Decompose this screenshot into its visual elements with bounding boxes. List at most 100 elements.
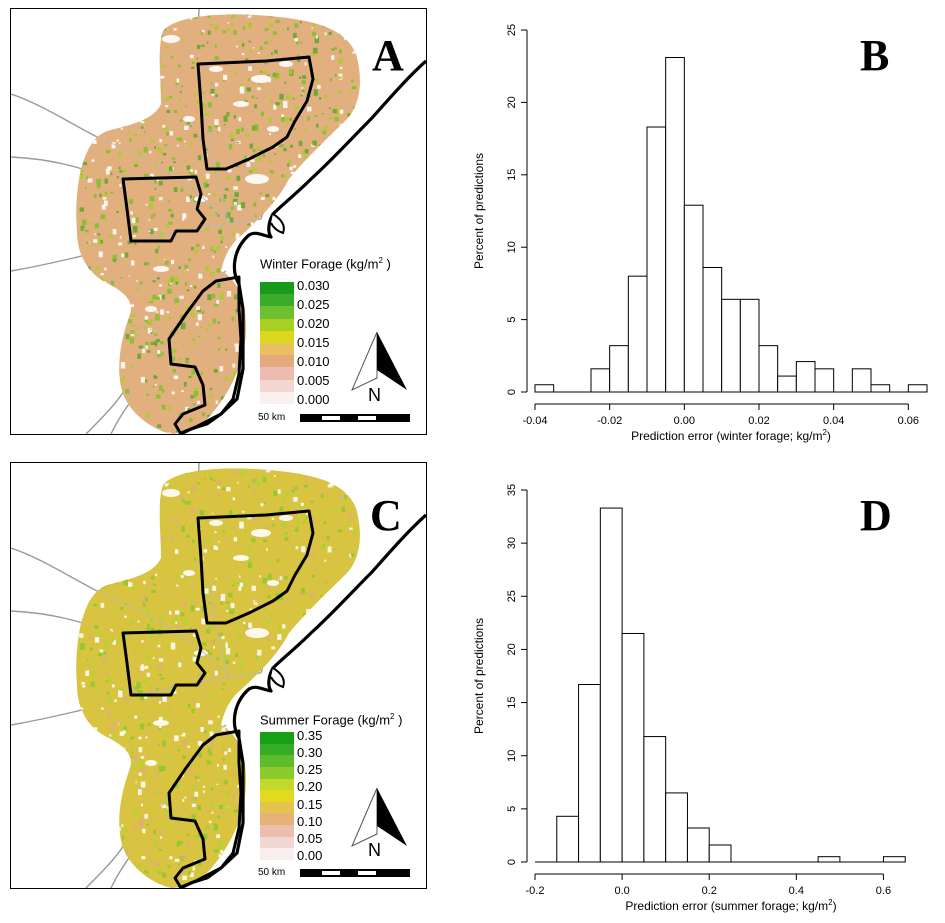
legend-swatch xyxy=(260,282,294,295)
x-axis-label: Prediction error (summer forage; kg/m2) xyxy=(625,898,836,913)
x-tick-label: -0.2 xyxy=(526,885,545,897)
histogram-bar xyxy=(535,385,554,392)
histogram-bar xyxy=(908,385,927,392)
north-label: N xyxy=(368,840,381,861)
y-tick-label: 10 xyxy=(506,750,518,762)
x-tick-label: 0.2 xyxy=(702,885,717,897)
histogram-bar xyxy=(759,346,778,392)
histogram-bar xyxy=(778,376,797,392)
legend-swatch xyxy=(260,367,294,380)
bay xyxy=(271,668,284,687)
histogram-bar xyxy=(818,857,840,862)
histogram-bar xyxy=(740,299,759,392)
map-panel-c: C Summer Forage (kg/m2 ) 0.35 0.30 0.25 0.2… xyxy=(10,462,428,892)
panel-letter: B xyxy=(860,34,889,78)
y-tick-label: 30 xyxy=(506,537,518,549)
legend-swatch xyxy=(260,732,294,744)
y-tick-label: 10 xyxy=(506,241,518,253)
legend-swatch xyxy=(260,837,294,849)
scale-bar-label: 50 km xyxy=(258,867,285,878)
y-tick-label: 15 xyxy=(506,696,518,708)
y-tick-label: 15 xyxy=(506,169,518,181)
legend-tick-label: 0.010 xyxy=(297,355,330,368)
legend-swatch xyxy=(260,848,294,860)
legend-tick-labels: 0.030 0.025 0.020 0.015 0.010 0.005 0.000 xyxy=(297,276,357,406)
x-tick-label: 0.00 xyxy=(674,415,695,427)
legend-tick-label: 0.020 xyxy=(297,317,330,330)
scale-bar xyxy=(300,869,410,877)
legend-swatch xyxy=(260,767,294,779)
legend-swatch xyxy=(260,813,294,825)
y-tick-label: 0 xyxy=(506,389,518,395)
y-tick-label: 35 xyxy=(506,484,518,496)
legend-title-close: ) xyxy=(395,712,403,727)
legend-title: Summer Forage (kg/m2 ) xyxy=(260,712,402,727)
x-tick-label: 0.06 xyxy=(898,415,919,427)
legend-tick-label: 0.15 xyxy=(297,798,322,811)
legend-swatch xyxy=(260,802,294,814)
bay xyxy=(271,214,284,233)
legend-swatch xyxy=(260,343,294,356)
y-tick-label: 20 xyxy=(506,643,518,655)
x-axis-label: Prediction error (winter forage; kg/m2) xyxy=(631,428,831,443)
legend-swatch xyxy=(260,744,294,756)
histogram-bar xyxy=(610,346,629,392)
map-panel-a: A Winter Forage (kg/m2 ) 0.030 0.025 0.020… xyxy=(10,8,428,436)
panel-letter: A xyxy=(372,34,404,78)
y-tick-label: 20 xyxy=(506,96,518,108)
legend-tick-label: 0.030 xyxy=(297,279,330,292)
y-tick-label: 5 xyxy=(506,317,518,323)
histogram-bar xyxy=(579,685,601,862)
histogram-bar xyxy=(622,633,644,862)
histogram-bar xyxy=(666,793,688,862)
histogram-bar xyxy=(628,276,647,392)
x-tick-label: 0.6 xyxy=(876,885,891,897)
legend-tick-label: 0.025 xyxy=(297,298,330,311)
panel-letter: C xyxy=(370,494,402,538)
color-legend xyxy=(260,732,294,860)
legend-tick-label: 0.015 xyxy=(297,336,330,349)
histogram-bar xyxy=(644,737,666,862)
histogram-bar xyxy=(709,845,731,862)
legend-tick-label: 0.30 xyxy=(297,746,322,759)
color-legend xyxy=(260,282,294,404)
legend-swatch xyxy=(260,380,294,393)
legend-swatch xyxy=(260,331,294,344)
histogram-bar xyxy=(687,828,709,862)
scale-bar xyxy=(300,414,410,422)
histogram-bar xyxy=(684,205,703,392)
legend-swatch xyxy=(260,319,294,332)
y-tick-label: 25 xyxy=(506,590,518,602)
legend-title-close: ) xyxy=(383,256,391,271)
legend-tick-label: 0.35 xyxy=(297,729,322,742)
legend-tick-label: 0.005 xyxy=(297,374,330,387)
legend-swatch xyxy=(260,790,294,802)
north-label: N xyxy=(368,385,381,406)
legend-swatch xyxy=(260,306,294,319)
histogram-bar xyxy=(647,127,666,392)
legend-tick-label: 0.05 xyxy=(297,832,322,845)
legend-swatch xyxy=(260,294,294,307)
histogram-bar xyxy=(852,369,871,392)
x-tick-label: 0.0 xyxy=(614,885,629,897)
legend-tick-label: 0.25 xyxy=(297,763,322,776)
histogram-bar xyxy=(557,816,579,862)
x-tick-label: 0.04 xyxy=(823,415,844,427)
legend-title: Winter Forage (kg/m2 ) xyxy=(260,256,391,271)
histogram-bar xyxy=(871,385,890,392)
y-tick-label: 25 xyxy=(506,24,518,36)
legend-swatch xyxy=(260,392,294,405)
histogram-bar xyxy=(815,369,834,392)
legend-tick-label: 0.20 xyxy=(297,780,322,793)
histogram-bar xyxy=(722,299,741,392)
histogram-bar xyxy=(600,508,622,862)
legend-title-text: Winter Forage (kg/m xyxy=(260,256,378,271)
histogram-bar xyxy=(796,362,815,392)
y-tick-label: 0 xyxy=(506,859,518,865)
legend-swatch xyxy=(260,755,294,767)
legend-tick-label: 0.000 xyxy=(297,393,330,406)
histogram-bar xyxy=(591,369,610,392)
